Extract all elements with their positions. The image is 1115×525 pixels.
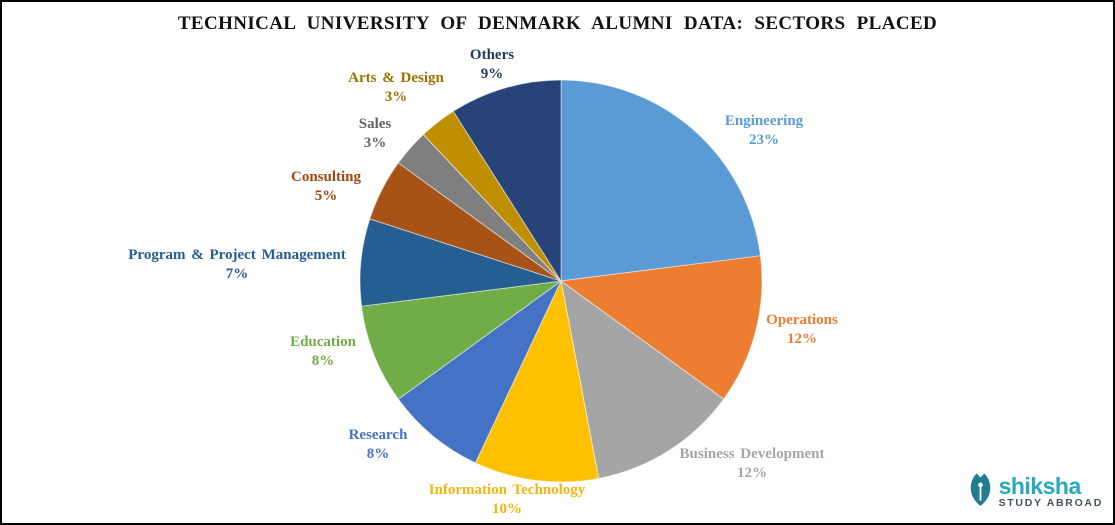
slice-label-percent: 8% [311,353,335,369]
slice-label-sales: Sales 3% [359,115,392,153]
slice-label-information-technology: Information Technology 10% [429,481,586,519]
slice-label-text: Engineering [724,113,804,129]
pie-slice-information-technology [474,280,600,483]
slice-label-text: Education [290,334,356,350]
slice-label-research: Research 8% [349,426,408,464]
slice-label-percent: 3% [363,135,387,151]
slice-label-education: Education 8% [290,333,356,371]
slice-label-arts-design: Arts & Design 3% [348,69,444,107]
slice-label-engineering: Engineering 23% [725,112,803,150]
slice-label-consulting: Consulting 5% [291,168,361,206]
brand-logo-text: shiksha STUDY ABROAD [998,472,1103,509]
slice-label-percent: 12% [737,465,767,481]
slice-label-percent: 9% [480,66,504,82]
slice-label-text: Information Technology [428,482,586,498]
pie-slice-education [361,280,562,400]
slice-label-text: Operations [766,312,838,328]
brand-name: shiksha [998,472,1082,499]
slice-label-percent: 23% [749,132,779,148]
slice-label-percent: 3% [384,89,408,105]
slice-label-text: Others [469,47,515,63]
slice-label-text: Arts & Design [348,70,444,86]
pen-nib-icon [967,472,994,512]
slice-label-program-project-management: Program & Project Management 7% [128,246,345,284]
slice-label-percent: 8% [366,446,390,462]
chart-title: TECHNICAL UNIVERSITY OF DENMARK ALUMNI D… [177,13,938,34]
brand-logo: shiksha STUDY ABROAD [967,472,1103,512]
pie-slice-others [452,79,562,282]
slice-label-percent: 10% [491,501,522,517]
slice-label-text: Consulting [290,169,362,185]
slice-label-others: Others 9% [470,46,514,84]
slice-label-percent: 7% [225,266,249,282]
pie-slice-research [397,280,562,464]
slice-label-text: Research [348,427,408,443]
pie-slice-engineering [560,79,761,282]
slice-label-business-development: Business Development 12% [680,445,825,483]
slice-label-text: Program & Project Management [128,247,346,263]
slice-label-operations: Operations 12% [766,311,838,349]
pie-slice-operations [560,255,763,400]
brand-tagline: STUDY ABROAD [998,496,1103,509]
slice-label-percent: 12% [786,331,817,347]
slice-label-text: Business Development [679,446,825,462]
slice-label-percent: 5% [314,188,338,204]
pie-slice-business-development [560,280,725,479]
slice-label-text: Sales [358,116,392,132]
